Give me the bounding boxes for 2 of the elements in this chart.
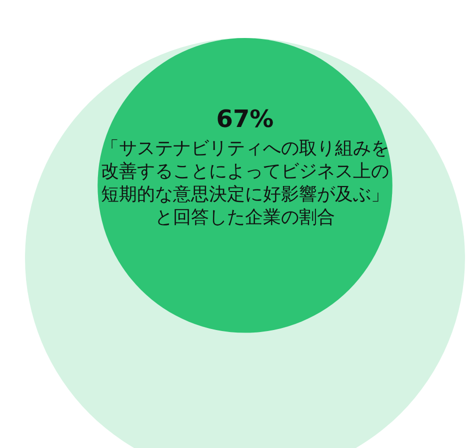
data-label: 67%	[215, 105, 275, 134]
category-label: 「サステナビリティへの取り組みを改善することによってビジネス上の短期的な意思決定に好影響が及ぶ」と回答した企業の割合	[100, 137, 390, 230]
